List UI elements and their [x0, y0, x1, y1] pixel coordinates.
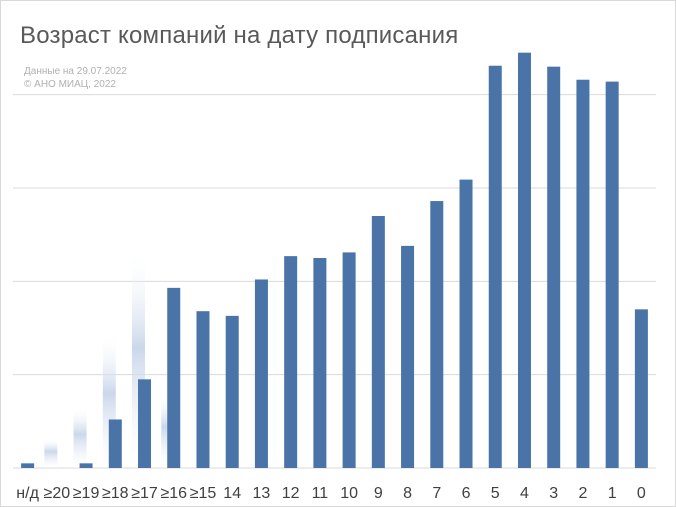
- faded-bar-1: [44, 438, 58, 468]
- x-tick-label: 1: [608, 485, 617, 502]
- bar-14: [430, 201, 444, 469]
- x-tick-label: ≥20: [44, 485, 71, 502]
- x-tick-label: ≥17: [131, 485, 158, 502]
- bar-8: [254, 279, 268, 468]
- x-tick-label: ≥19: [73, 485, 100, 502]
- bar-20: [605, 81, 619, 468]
- bar-17: [517, 52, 531, 469]
- faded-bar-2: [73, 406, 87, 468]
- x-tick-label: ≥18: [102, 485, 129, 502]
- x-tick-label: 11: [312, 485, 329, 502]
- bar-12: [371, 216, 385, 468]
- bar-7: [225, 315, 239, 468]
- x-tick-label: 6: [462, 485, 471, 502]
- x-tick-label: ≥15: [190, 485, 217, 502]
- x-tick-label: 8: [403, 485, 412, 502]
- bar-3: [108, 419, 122, 468]
- bar-2: [79, 463, 93, 468]
- x-tick-label: 7: [432, 485, 441, 502]
- x-tick-label: 13: [253, 485, 271, 502]
- x-tick-label: 4: [520, 485, 529, 502]
- bar-18: [547, 66, 561, 469]
- bar-19: [576, 79, 590, 468]
- copyright-note: © АНО МИАЦ, 2022: [24, 79, 116, 90]
- x-tick-label: 9: [374, 485, 383, 502]
- x-tick-label: 12: [282, 485, 300, 502]
- x-tick-label: 3: [549, 485, 558, 502]
- chart-title: Возраст компаний на дату подписания: [20, 22, 459, 49]
- bar-13: [401, 245, 415, 468]
- x-axis-tick-labels: н/д ≥20 ≥19 ≥18 ≥17 ≥16 ≥15 14 13 12 11 10 9 8 7 6 5 4 3 2 1…: [16, 485, 646, 502]
- x-tick-label: н/д: [16, 485, 39, 502]
- bar-11: [342, 252, 356, 468]
- bars: [21, 52, 648, 469]
- bar-9: [284, 256, 298, 468]
- bar-10: [313, 258, 327, 468]
- x-tick-label: 2: [578, 485, 587, 502]
- bar-4: [138, 379, 152, 468]
- x-tick-label: ≥16: [160, 485, 187, 502]
- data-date-note: Данные на 29.07.2022: [24, 66, 127, 77]
- x-tick-label: 0: [637, 485, 646, 502]
- bar-15: [459, 179, 473, 468]
- bar-21: [634, 309, 648, 468]
- bar-0: [21, 463, 35, 468]
- x-tick-label: 14: [223, 485, 241, 502]
- bar-16: [488, 65, 502, 468]
- bar-6: [196, 311, 210, 468]
- x-tick-label: 5: [491, 485, 500, 502]
- x-tick-label: 10: [340, 485, 358, 502]
- bar-5: [167, 287, 181, 468]
